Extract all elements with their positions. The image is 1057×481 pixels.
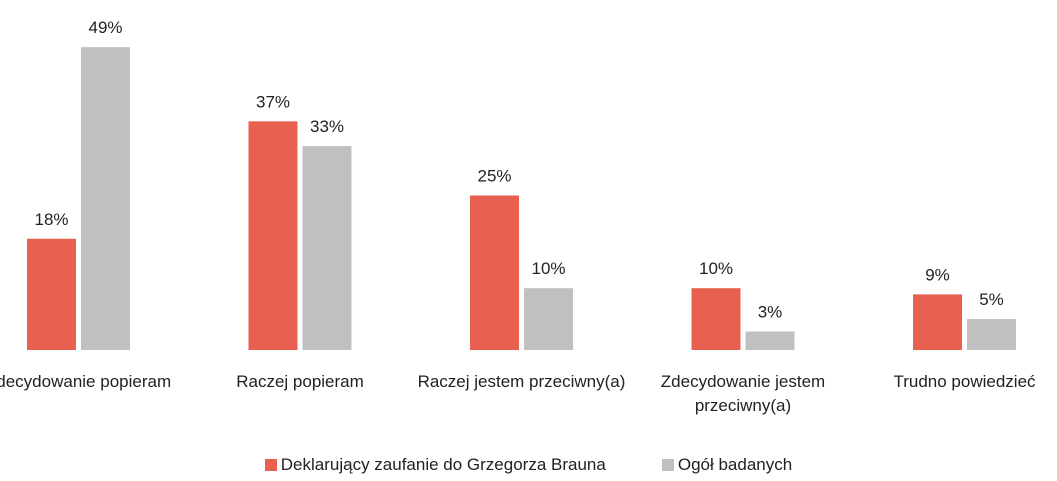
- legend-swatch: [264, 459, 277, 471]
- category-label: Zdecydowanie popieram: [0, 372, 172, 391]
- value-label: 18%: [34, 210, 68, 229]
- bar: [470, 195, 519, 350]
- bar: [81, 47, 130, 351]
- bar: [27, 238, 76, 350]
- value-label: 10%: [699, 259, 733, 278]
- bar: [248, 121, 298, 350]
- value-label: 49%: [88, 18, 122, 37]
- category-label: Raczej jestem przeciwny(a): [417, 372, 626, 391]
- bar: [967, 319, 1016, 350]
- legend-swatch: [661, 459, 674, 471]
- legend-label: Ogół badanych: [677, 455, 793, 474]
- value-label: 25%: [477, 167, 511, 186]
- bar: [302, 146, 352, 350]
- bar: [524, 288, 573, 350]
- value-label: 9%: [925, 265, 950, 284]
- category-label: Raczej popieram: [236, 372, 364, 391]
- legend-item: Deklarujący zaufanie do Grzegorza Brauna: [264, 455, 606, 475]
- category-label: Zdecydowanie jestem przeciwny(a): [660, 372, 826, 415]
- value-label: 33%: [310, 117, 344, 136]
- value-label: 37%: [256, 92, 290, 111]
- bar: [691, 288, 741, 350]
- legend: Deklarujący zaufanie do Grzegorza Brauna…: [0, 455, 1057, 475]
- value-label: 3%: [758, 302, 783, 321]
- value-label: 5%: [979, 290, 1004, 309]
- value-label: 10%: [531, 259, 565, 278]
- bar: [913, 294, 962, 350]
- bar: [745, 331, 795, 350]
- legend-label: Deklarujący zaufanie do Grzegorza Brauna: [280, 455, 606, 474]
- legend-item: Ogół badanych: [661, 455, 793, 475]
- category-label: Trudno powiedzieć: [893, 372, 1036, 391]
